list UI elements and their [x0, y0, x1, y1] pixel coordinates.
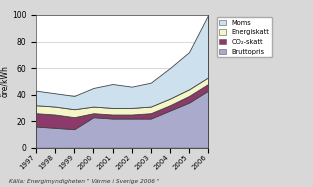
- Y-axis label: öre/kWh: öre/kWh: [0, 65, 9, 97]
- Legend: Moms, Energiskatt, CO₂-skatt, Bruttopris: Moms, Energiskatt, CO₂-skatt, Bruttopris: [217, 17, 272, 57]
- Text: Källa: Energimyndigheten " Värme i Sverige 2006 ": Källa: Energimyndigheten " Värme i Sveri…: [9, 179, 160, 184]
